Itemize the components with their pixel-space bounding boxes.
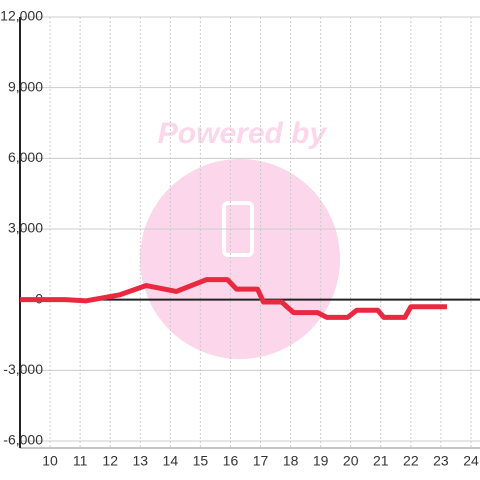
- x-tick-label: 22: [403, 453, 419, 469]
- y-tick-label: 12,000: [0, 8, 43, 24]
- x-tick-label: 11: [73, 453, 88, 469]
- x-tick-label: 17: [253, 453, 269, 469]
- x-tick-label: 15: [193, 453, 209, 469]
- watermark-text: Powered by: [158, 117, 328, 150]
- x-tick-label: 18: [283, 453, 299, 469]
- x-tick-label: 12: [102, 453, 118, 469]
- y-tick-label: 6,000: [8, 149, 43, 165]
- x-tick-label: 23: [433, 453, 449, 469]
- y-tick-label: -3,000: [3, 361, 43, 377]
- x-tick-label: 19: [313, 453, 329, 469]
- x-tick-label: 21: [373, 453, 389, 469]
- y-tick-label: -6,000: [3, 432, 43, 448]
- x-tick-label: 13: [132, 453, 148, 469]
- y-tick-label: 9,000: [8, 78, 43, 94]
- x-tick-label: 10: [42, 453, 58, 469]
- y-tick-label: 3,000: [8, 220, 43, 236]
- x-tick-label: 14: [163, 453, 179, 469]
- x-tick-label: 16: [223, 453, 239, 469]
- x-tick-label: 24: [463, 453, 479, 469]
- x-tick-label: 20: [343, 453, 359, 469]
- line: [20, 277, 447, 320]
